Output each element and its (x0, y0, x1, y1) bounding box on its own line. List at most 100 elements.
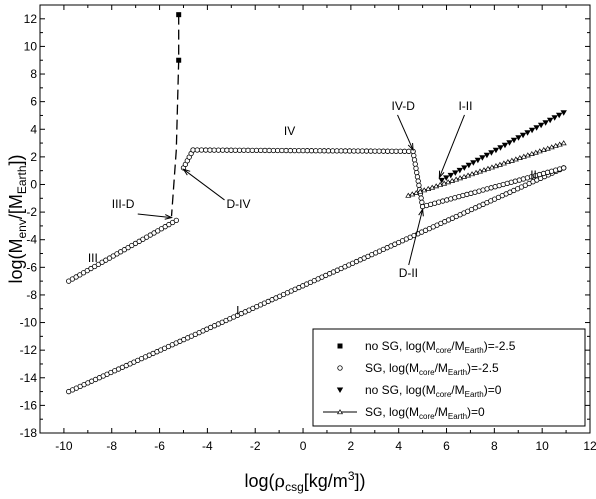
data-point-circle (359, 148, 365, 154)
legend-text-sub: Earth (448, 368, 467, 377)
data-point-circle (207, 147, 213, 153)
data-point-triangle (551, 115, 558, 121)
annotation-arrowhead (182, 168, 191, 176)
data-point-circle (198, 147, 205, 153)
legend-text-sub: Earth (465, 390, 484, 399)
y-label-sub: env (15, 219, 29, 238)
x-tick-label: 2 (348, 439, 355, 453)
data-point-circle (376, 148, 382, 154)
y-label-post: ]) (6, 154, 26, 165)
data-point-triangle (533, 125, 540, 131)
y-tick-label: 10 (24, 39, 38, 53)
data-point-triangle (336, 387, 344, 393)
legend-text-sub: core (436, 390, 452, 399)
data-point-circle (245, 147, 251, 153)
y-label-mid: /[M (6, 194, 26, 219)
legend-text-suffix: )=-2.5 (484, 339, 516, 353)
data-point-circle (416, 182, 422, 188)
legend-text-suffix: )=0 (484, 383, 502, 397)
data-point-triangle (479, 155, 486, 161)
data-point-circle (321, 148, 327, 154)
legend-text-sub: core (436, 346, 452, 355)
data-point-open-triangle (336, 409, 344, 415)
x-label-symbol: ρ (275, 471, 286, 492)
data-point-triangle (519, 132, 527, 139)
legend-text-mid: /M (435, 361, 448, 375)
data-point-circle (415, 178, 421, 184)
x-tick-label: -6 (154, 439, 165, 453)
data-point-triangle (537, 122, 545, 129)
legend-text-prefix: no SG, log(M (365, 383, 436, 397)
data-point-triangle (506, 140, 513, 146)
data-point-triangle (555, 112, 563, 119)
data-point-triangle (470, 160, 477, 166)
data-point-circle (330, 148, 336, 154)
legend-text-mid: /M (435, 405, 448, 419)
series-0 (170, 12, 182, 217)
x-tick-label: 4 (395, 439, 402, 453)
x-tick-label: 8 (491, 439, 498, 453)
data-point-circle (203, 147, 209, 153)
legend-entry: no SG, log(Mcore/MEarth)=0 (336, 383, 502, 399)
legend-entry: SG, log(Mcore/MEarth)=-2.5 (337, 361, 499, 377)
y-tick-label: 12 (24, 12, 38, 26)
data-point-circle (411, 157, 418, 163)
series-line (170, 14, 180, 217)
data-point-circle (279, 147, 285, 154)
data-point-circle (275, 147, 281, 154)
data-point-circle (412, 161, 418, 167)
y-tick-label: -18 (20, 426, 38, 440)
data-point-circle (173, 217, 179, 224)
data-point-circle (249, 147, 255, 153)
y-tick-label: -12 (20, 343, 38, 357)
data-point-circle (355, 148, 361, 154)
data-point-circle (211, 147, 217, 153)
data-point-circle (308, 148, 315, 154)
data-point-triangle (488, 150, 495, 156)
data-point-circle (411, 152, 417, 159)
data-point-triangle (447, 172, 454, 179)
data-point-circle (342, 148, 349, 154)
data-point-circle (346, 148, 353, 154)
annotation-label: IV-D (392, 99, 416, 113)
legend-label: SG, log(Mcore/MEarth)=0 (365, 405, 485, 421)
data-point-triangle (443, 175, 450, 181)
annotation-arrow (438, 114, 465, 178)
data-point-circle (338, 148, 344, 154)
data-point-circle (413, 165, 419, 171)
data-point-circle (393, 148, 399, 154)
legend-entry: SG, log(Mcore/MEarth)=0 (323, 405, 485, 421)
y-tick-label: -2 (26, 205, 37, 219)
data-point-triangle (528, 127, 536, 134)
annotation-label: D-II (399, 266, 418, 280)
data-point-circle (253, 147, 260, 154)
data-point-circle (291, 147, 298, 154)
data-point-triangle (501, 142, 509, 149)
annotation-label: III (88, 251, 98, 265)
y-tick-label: 6 (30, 95, 37, 109)
y-label-sub: Earth (15, 165, 29, 194)
x-label-sub: csg (285, 480, 304, 494)
x-label-post: [kg/m (304, 471, 348, 491)
data-point-triangle (456, 167, 464, 174)
y-tick-label: -6 (26, 260, 37, 274)
x-label-pre: log( (245, 471, 275, 491)
y-tick-label: 8 (30, 67, 37, 81)
data-point-open-triangle (560, 140, 567, 146)
series-3 (405, 140, 567, 198)
data-point-circle (368, 148, 374, 154)
x-tick-label: -8 (106, 439, 117, 453)
data-point-circle (220, 147, 226, 153)
data-point-circle (418, 195, 424, 201)
legend-text-prefix: SG, log(M (365, 361, 419, 375)
data-point-square (176, 12, 182, 18)
data-point-triangle (465, 162, 473, 169)
data-point-circle (351, 148, 357, 154)
data-point-circle (236, 147, 243, 153)
data-point-circle (283, 147, 289, 154)
legend-label: no SG, log(Mcore/MEarth)=0 (365, 383, 502, 399)
y-tick-label: -10 (20, 316, 38, 330)
series-2 (438, 110, 567, 184)
data-point-circle (414, 169, 420, 176)
